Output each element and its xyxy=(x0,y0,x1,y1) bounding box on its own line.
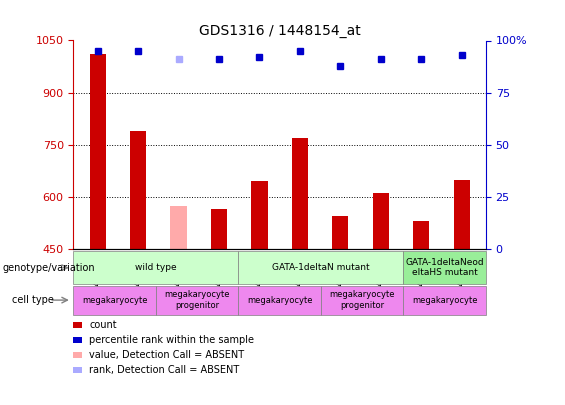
Text: megakaryocyte: megakaryocyte xyxy=(412,296,477,305)
Bar xyxy=(454,179,470,249)
Bar xyxy=(251,181,268,249)
Bar xyxy=(90,54,106,249)
Bar xyxy=(171,206,186,249)
Bar xyxy=(130,131,146,249)
Text: value, Detection Call = ABSENT: value, Detection Call = ABSENT xyxy=(89,350,245,360)
Text: rank, Detection Call = ABSENT: rank, Detection Call = ABSENT xyxy=(89,365,240,375)
Text: GATA-1deltaNeod
eltaHS mutant: GATA-1deltaNeod eltaHS mutant xyxy=(405,258,484,277)
Text: GATA-1deltaN mutant: GATA-1deltaN mutant xyxy=(272,263,370,272)
Title: GDS1316 / 1448154_at: GDS1316 / 1448154_at xyxy=(199,24,360,38)
Text: percentile rank within the sample: percentile rank within the sample xyxy=(89,335,254,345)
Bar xyxy=(373,194,389,249)
Bar xyxy=(292,138,308,249)
Text: wild type: wild type xyxy=(135,263,177,272)
Text: megakaryocyte: megakaryocyte xyxy=(247,296,312,305)
Bar xyxy=(413,221,429,249)
Bar xyxy=(211,209,227,249)
Text: megakaryocyte: megakaryocyte xyxy=(82,296,147,305)
Text: count: count xyxy=(89,320,117,330)
Text: genotype/variation: genotype/variation xyxy=(3,263,95,273)
Text: megakaryocyte
progenitor: megakaryocyte progenitor xyxy=(329,290,395,310)
Text: megakaryocyte
progenitor: megakaryocyte progenitor xyxy=(164,290,230,310)
Bar xyxy=(332,216,349,249)
Text: cell type: cell type xyxy=(12,295,54,305)
